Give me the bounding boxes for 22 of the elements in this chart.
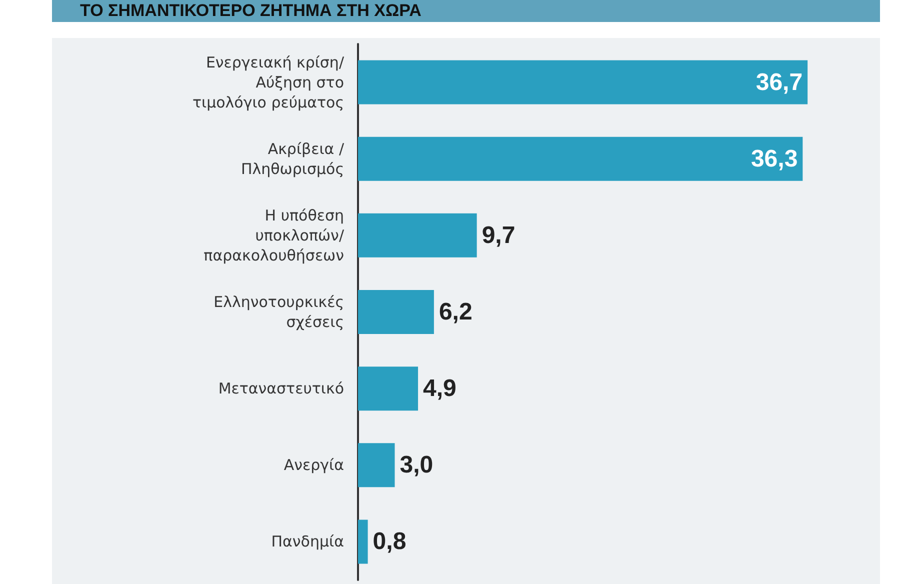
data-label: 36,3 (750, 145, 798, 172)
y-tick-label: Μεταναστευτικό (218, 380, 344, 398)
data-label: 3,0 (400, 452, 434, 479)
bar (358, 520, 368, 564)
data-label: 36,7 (756, 68, 803, 96)
data-label: 6,2 (438, 298, 472, 326)
bar (358, 213, 477, 258)
bar (358, 136, 803, 181)
bar (358, 366, 418, 411)
bar (358, 290, 434, 334)
y-tick-label: Η υπόθεση υποκλοπών/ παρακολουθήσεων (204, 206, 345, 264)
data-label: 4,9 (423, 375, 456, 402)
y-tick-label: Πανδημία (271, 532, 344, 551)
data-label: 0,8 (372, 528, 406, 556)
y-tick-label: Ανεργία (284, 456, 344, 474)
bar (358, 60, 808, 104)
bar (358, 443, 395, 488)
y-tick-label: Ενεργειακή κρίση/ Αύξηση στο τιμολόγιο ρεύματος (192, 53, 345, 112)
data-label: 9,7 (482, 222, 516, 249)
y-tick-label: Ακρίβεια / Πληθωρισμός (240, 140, 345, 178)
y-tick-label: Ελληνοτουρκικές σχέσεις (214, 293, 344, 331)
chart-title: ΤΟ ΣΗΜΑΝΤΙΚΟΤΕΡΟ ΖΗΤΗΜΑ ΣΤΗ ΧΩΡΑ (52, 0, 880, 22)
